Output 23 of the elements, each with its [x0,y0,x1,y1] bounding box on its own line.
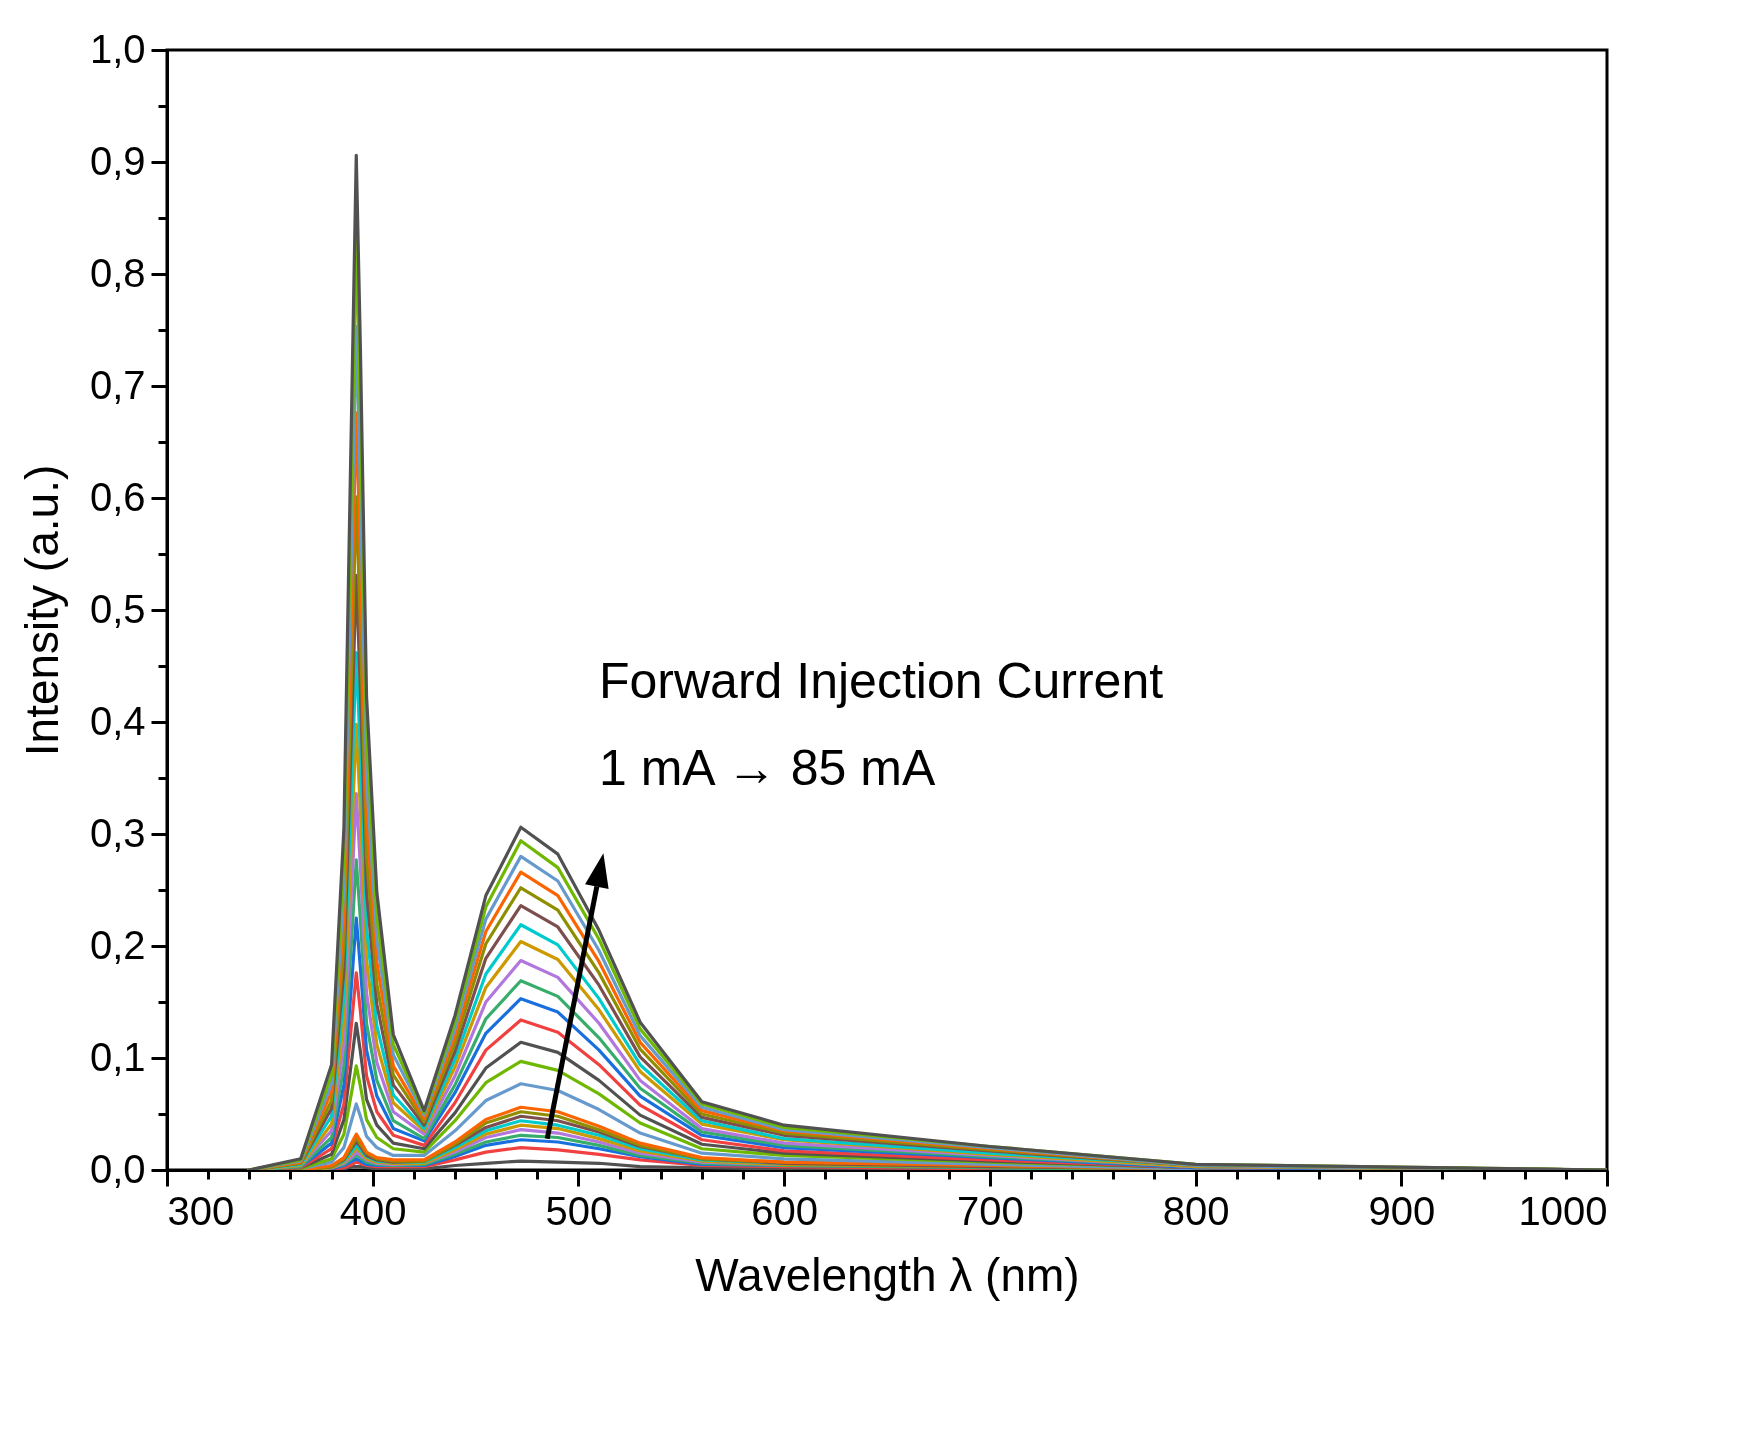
annotation: Forward Injection Current [599,652,1164,709]
x-tick-label: 500 [545,1188,613,1233]
y-tick-label: 0,4 [89,698,146,743]
x-tick-label: 300 [167,1188,235,1233]
y-tick-label: 0,0 [89,1146,146,1191]
y-tick-label: 0,2 [89,922,146,967]
x-tick-label: 600 [751,1188,819,1233]
y-tick-label: 1,0 [89,26,146,71]
x-tick-label: 900 [1368,1188,1436,1233]
x-tick-label: 700 [956,1188,1024,1233]
y-tick-label: 0,6 [89,474,146,519]
y-tick-label: 0,9 [89,138,146,183]
y-tick-label: 0,1 [89,1034,146,1079]
x-tick-label: 800 [1162,1188,1230,1233]
y-tick-label: 0,7 [89,362,146,407]
x-axis-title: Wavelength λ (nm) [695,1248,1080,1301]
x-tick-label: 1000 [1518,1188,1608,1233]
y-tick-label: 0,5 [89,586,146,631]
y-axis-title: Intensity (a.u.) [15,464,68,757]
x-tick-label: 400 [339,1188,407,1233]
y-tick-label: 0,3 [89,810,146,855]
y-tick-label: 0,8 [89,250,146,295]
annotation: 1 mA → 85 mA [599,740,936,797]
